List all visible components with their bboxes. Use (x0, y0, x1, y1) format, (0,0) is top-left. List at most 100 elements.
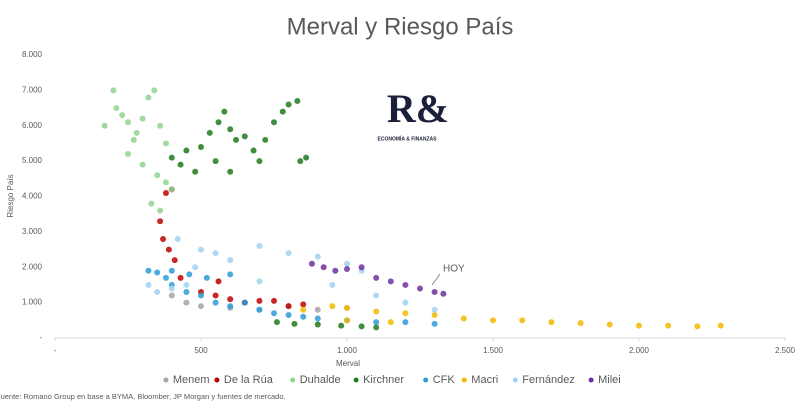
point (577, 320, 584, 327)
point (358, 264, 365, 271)
legend-label: De la Rúa (224, 374, 274, 386)
point (227, 296, 234, 303)
logo-mark: R& (387, 86, 449, 131)
point (113, 105, 120, 112)
point (183, 289, 190, 296)
logo-tagline: ECONOMÍA & FINANZAS (378, 134, 438, 142)
point (402, 310, 409, 317)
point (212, 299, 219, 306)
point (256, 158, 263, 165)
point (373, 319, 380, 326)
point (548, 319, 555, 326)
point (373, 308, 380, 315)
point (402, 319, 409, 326)
point (358, 323, 365, 330)
x-axis-label: Merval (336, 359, 360, 368)
point (110, 87, 117, 94)
point (162, 274, 169, 281)
point (460, 315, 467, 322)
point (186, 271, 193, 278)
point (227, 257, 234, 264)
point (227, 126, 234, 133)
annotation-line (431, 273, 441, 286)
legend-marker (461, 377, 467, 383)
point (344, 304, 350, 311)
point (387, 319, 394, 326)
point (241, 133, 248, 140)
point (221, 108, 228, 115)
point (431, 312, 438, 319)
point (329, 303, 336, 310)
chart-title: Merval y Riesgo País (287, 13, 514, 40)
y-tick-label: 4.000 (22, 192, 43, 201)
legend-marker (588, 377, 594, 383)
point (198, 303, 204, 310)
point (279, 108, 286, 115)
point (300, 313, 307, 320)
point (157, 207, 164, 214)
point (665, 322, 672, 329)
point (119, 112, 126, 119)
x-tick-label: - (54, 346, 57, 355)
point (440, 290, 447, 297)
point (133, 129, 140, 136)
point (151, 87, 158, 94)
point (154, 172, 161, 179)
legend-label: Duhalde (300, 374, 341, 386)
source: Fuente: Romano Group en base a BYMA, Blo… (0, 392, 286, 401)
point (183, 281, 190, 288)
y-tick-label: 7.000 (22, 85, 43, 94)
point (177, 161, 184, 168)
point (198, 143, 204, 150)
point (192, 168, 199, 175)
y-tick-label: 8.000 (22, 50, 43, 59)
x-tick-label: 2.500 (775, 346, 796, 355)
point (171, 257, 178, 264)
point (125, 119, 131, 126)
point (233, 136, 240, 143)
legend-marker (353, 377, 359, 383)
y-tick-label: 3.000 (22, 227, 43, 236)
point (431, 306, 438, 313)
point (256, 278, 263, 285)
point (717, 322, 724, 329)
point (145, 94, 152, 101)
point (297, 158, 304, 165)
point (250, 147, 257, 154)
point (387, 278, 394, 285)
point (168, 186, 175, 193)
y-tick-label: 5.000 (22, 156, 43, 165)
point (227, 271, 234, 278)
point (285, 250, 292, 257)
point (174, 235, 181, 242)
point (300, 301, 307, 308)
point (157, 218, 164, 225)
legend-label: Macri (471, 374, 498, 386)
point (139, 115, 146, 122)
point (273, 319, 280, 326)
point (168, 154, 175, 161)
point (332, 267, 339, 274)
legend-label: Menem (173, 374, 210, 386)
point (417, 285, 423, 292)
point (101, 122, 108, 129)
point (606, 321, 613, 328)
point (168, 285, 175, 292)
point (215, 119, 222, 126)
legend-marker (163, 377, 169, 383)
point (338, 322, 345, 329)
point (227, 303, 234, 310)
point (314, 321, 321, 328)
point (177, 274, 184, 281)
point (212, 158, 219, 165)
y-tick-label: 1.000 (22, 298, 43, 307)
point (294, 97, 301, 104)
legend-marker (512, 377, 518, 383)
point (271, 310, 277, 317)
point (344, 260, 350, 267)
point (303, 154, 310, 161)
point (300, 306, 307, 313)
point (431, 289, 438, 296)
point (271, 119, 277, 126)
point (308, 260, 315, 267)
